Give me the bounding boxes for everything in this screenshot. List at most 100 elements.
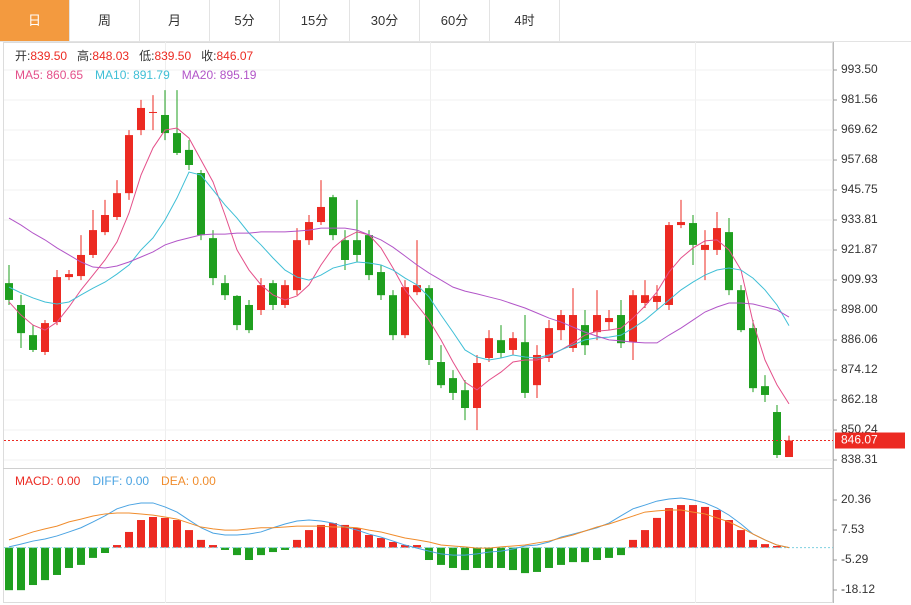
last-price-label: 846.07 xyxy=(841,433,878,447)
indicator-line xyxy=(8,171,790,361)
macd-bar xyxy=(53,547,61,575)
macd-bar xyxy=(725,520,733,548)
y-tick-label: 7.53 xyxy=(841,522,865,536)
macd-bar xyxy=(137,520,145,548)
candle-body xyxy=(281,285,289,305)
macd-bar xyxy=(593,547,601,561)
macd-bar xyxy=(413,545,421,548)
candle-body xyxy=(125,135,133,194)
indicator-line xyxy=(8,127,790,405)
macd-bar xyxy=(365,534,373,548)
y-tick-label: 957.68 xyxy=(841,152,878,166)
indicator-line xyxy=(8,217,790,344)
ohlc-label: 低: xyxy=(139,49,154,63)
candle-body xyxy=(257,285,265,311)
candle-body xyxy=(377,272,385,296)
macd-bar xyxy=(221,547,229,550)
candle-body xyxy=(545,328,553,359)
candle-body xyxy=(425,288,433,361)
macd-bar xyxy=(125,531,133,548)
y-tick-label: 945.75 xyxy=(841,182,878,196)
macd-bar xyxy=(713,509,721,548)
candle-body xyxy=(533,354,541,386)
macd-bar xyxy=(773,545,781,548)
y-tick-label: 921.87 xyxy=(841,242,878,256)
macd-bar xyxy=(77,547,85,565)
macd-bar xyxy=(701,506,709,548)
macd-bar xyxy=(209,545,217,548)
macd-bar xyxy=(269,547,277,553)
macd-bar xyxy=(305,530,313,548)
y-tick-label: 933.81 xyxy=(841,212,878,226)
macd-bar xyxy=(485,547,493,568)
last-price-tag xyxy=(835,432,905,449)
tab[interactable]: 月 xyxy=(140,0,210,41)
candle-body xyxy=(461,390,469,409)
y-tick-label: 886.06 xyxy=(841,332,878,346)
macd-bar xyxy=(449,547,457,568)
y-tick-label: 874.12 xyxy=(841,362,878,376)
ohlc-value: 839.50 xyxy=(30,49,67,63)
macd-bar xyxy=(41,547,49,581)
candle-body xyxy=(53,277,61,323)
tab[interactable]: 4时 xyxy=(490,0,560,41)
candle-body xyxy=(497,340,505,353)
candle-body xyxy=(17,304,25,334)
candle-body xyxy=(485,338,493,359)
candle-body xyxy=(509,338,517,350)
ohlc-label: 开: xyxy=(15,49,30,63)
tab[interactable]: 周 xyxy=(70,0,140,41)
candle-body xyxy=(101,215,109,233)
macd-bar xyxy=(257,547,265,556)
candle-body xyxy=(209,238,217,279)
macd-bar xyxy=(473,547,481,568)
macd-bar xyxy=(737,530,745,548)
ohlc-label: 收: xyxy=(201,49,216,63)
legend-entry: MACD: 0.00 xyxy=(15,474,81,488)
candle-body xyxy=(41,323,49,352)
macd-bar xyxy=(377,538,385,548)
y-tick-label: 862.18 xyxy=(841,392,878,406)
legend-entry: MA5: 860.65 xyxy=(15,68,83,82)
candle-body xyxy=(773,412,781,456)
legend-entry: DEA: 0.00 xyxy=(161,474,216,488)
macd-bar xyxy=(749,539,757,548)
macd-bar xyxy=(245,547,253,561)
candle-body xyxy=(5,283,13,300)
macd-bar xyxy=(101,547,109,553)
macd-bar xyxy=(689,505,697,548)
candle-body xyxy=(137,107,145,131)
macd-bar xyxy=(5,547,13,591)
tab[interactable]: 15分 xyxy=(280,0,350,41)
candle-body xyxy=(305,222,313,241)
tab[interactable]: 5分 xyxy=(210,0,280,41)
candle-body xyxy=(413,285,421,293)
candle-body xyxy=(77,254,85,277)
candle-body xyxy=(221,283,229,296)
macd-bar xyxy=(521,547,529,574)
chart-frame xyxy=(3,42,833,603)
candle-body xyxy=(401,287,409,336)
macd-bar xyxy=(581,547,589,563)
candle-body xyxy=(617,315,625,344)
macd-bar xyxy=(605,547,613,558)
macd-bar xyxy=(617,547,625,556)
candle-body xyxy=(89,230,97,255)
macd-bar xyxy=(425,547,433,561)
tab[interactable]: 日 xyxy=(0,0,70,41)
candle-body xyxy=(677,222,685,226)
y-tick-label: -18.12 xyxy=(841,582,875,596)
indicator-line xyxy=(8,497,790,556)
candle-body xyxy=(341,240,349,260)
tab[interactable]: 60分 xyxy=(420,0,490,41)
candle-body xyxy=(785,440,793,458)
tab[interactable]: 30分 xyxy=(350,0,420,41)
macd-bar xyxy=(149,516,157,548)
ohlc-value: 848.03 xyxy=(92,49,129,63)
y-tick-label: 838.31 xyxy=(841,452,878,466)
candle-body xyxy=(185,149,193,165)
macd-bar xyxy=(89,547,97,558)
macd-bar xyxy=(173,520,181,548)
candle-body xyxy=(329,197,337,236)
candle-body xyxy=(593,315,601,333)
